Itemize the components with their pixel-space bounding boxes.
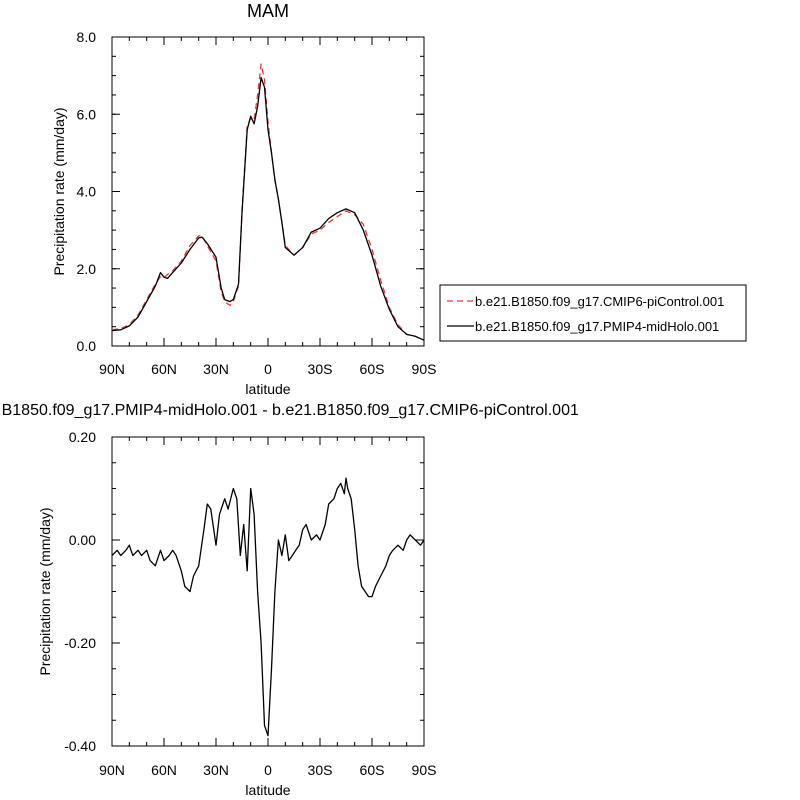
- x-axis-label: latitude: [245, 381, 290, 397]
- y-tick-label: -0.40: [64, 738, 96, 754]
- chart-panel-1: [111, 36, 425, 347]
- x-tick-label: 90S: [412, 762, 437, 778]
- chart-title: MAM: [247, 1, 289, 21]
- x-axis-label: latitude: [245, 782, 290, 798]
- y-tick-label: 4.0: [77, 184, 97, 200]
- plot-frame: [111, 436, 425, 747]
- y-tick-label: 8.0: [77, 29, 97, 45]
- x-tick-label: 60N: [151, 361, 177, 377]
- x-tick-label: 90N: [99, 361, 125, 377]
- y-tick-label: 0.20: [69, 429, 96, 445]
- series-line-1: [111, 63, 425, 341]
- x-tick-label: 30N: [203, 762, 229, 778]
- x-tick-label: 60S: [360, 762, 385, 778]
- legend-box: [439, 284, 747, 342]
- plot-frame: [111, 36, 425, 347]
- x-tick-label: 0: [264, 361, 272, 377]
- x-tick-label: 90S: [412, 361, 437, 377]
- series-line-2: [111, 76, 425, 341]
- legend: b.e21.B1850.f09_g17.CMIP6-piControl.001b…: [439, 284, 747, 342]
- x-tick-label: 60S: [360, 361, 385, 377]
- x-tick-label: 30N: [203, 361, 229, 377]
- y-tick-label: 2.0: [77, 261, 97, 277]
- legend-entry: b.e21.B1850.f09_g17.PMIP4-midHolo.001: [475, 319, 719, 334]
- x-tick-label: 60N: [151, 762, 177, 778]
- x-tick-label: 0: [264, 762, 272, 778]
- y-tick-label: 0.00: [69, 532, 96, 548]
- y-axis-label: Precipitation rate (mm/day): [51, 107, 67, 275]
- series-line-1: [111, 477, 425, 737]
- y-tick-label: 0.0: [77, 338, 97, 354]
- x-tick-label: 30S: [308, 762, 333, 778]
- x-tick-label: 30S: [308, 361, 333, 377]
- y-tick-label: 6.0: [77, 106, 97, 122]
- chart-title: b.e21.B1850.f09_g17.PMIP4-midHolo.001 - …: [0, 402, 579, 419]
- y-axis-label: Precipitation rate (mm/day): [37, 507, 53, 675]
- legend-entry: b.e21.B1850.f09_g17.CMIP6-piControl.001: [475, 294, 724, 309]
- chart-panel-2: [111, 436, 425, 747]
- y-tick-label: -0.20: [64, 635, 96, 651]
- x-tick-label: 90N: [99, 762, 125, 778]
